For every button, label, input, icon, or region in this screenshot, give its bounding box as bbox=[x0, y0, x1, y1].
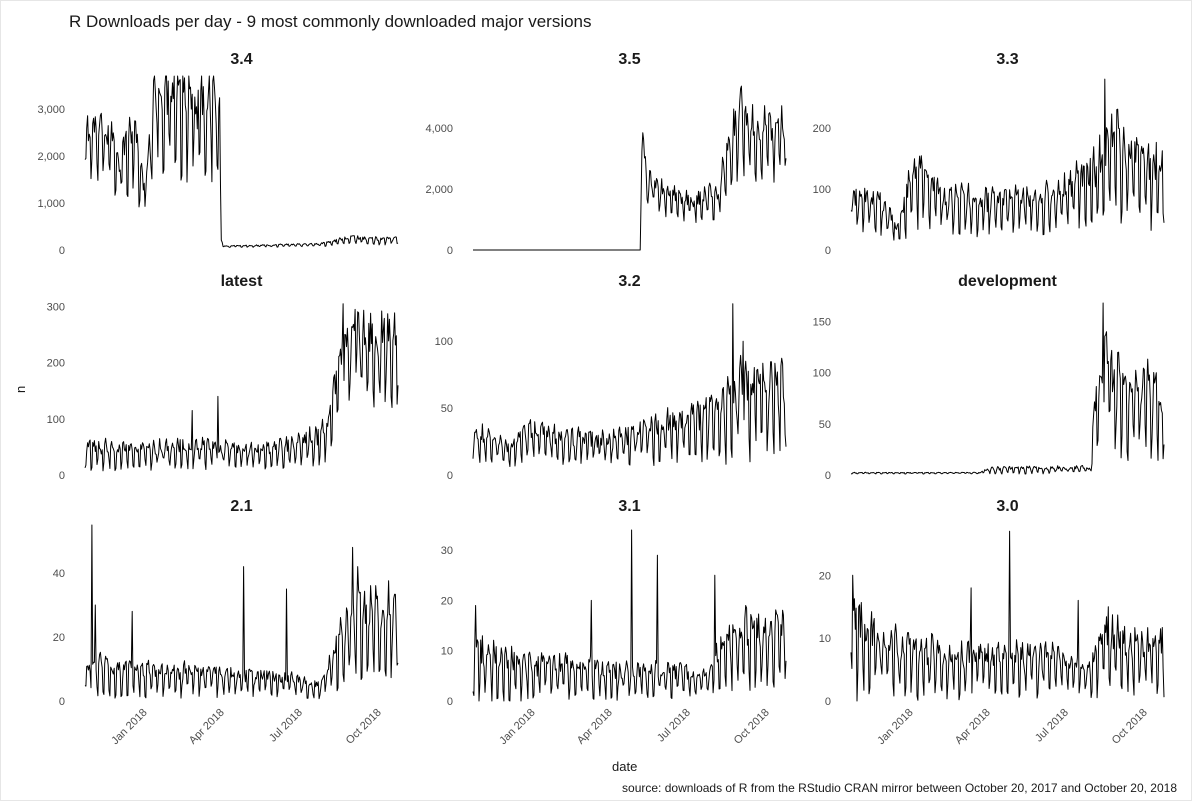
series-line bbox=[472, 529, 787, 702]
y-tick-label: 50 bbox=[441, 403, 453, 415]
x-tick-label: Jul 2018 bbox=[1033, 707, 1071, 745]
x-tick-label: Jan 2018 bbox=[875, 707, 915, 747]
y-tick-label: 200 bbox=[813, 123, 831, 135]
facet-panel-3-4: 3.4 0 1,000 2,000 3,000 bbox=[37, 51, 399, 257]
y-tick-label: 0 bbox=[59, 470, 65, 482]
y-tick-label: 10 bbox=[441, 646, 453, 658]
series-line bbox=[850, 302, 1165, 475]
series-line bbox=[473, 85, 787, 251]
y-tick-label: 30 bbox=[441, 545, 453, 557]
y-tick-label: 0 bbox=[825, 696, 831, 708]
series-line bbox=[84, 524, 399, 700]
y-tick-label: 3,000 bbox=[37, 104, 65, 116]
y-tick-label: 100 bbox=[47, 414, 65, 426]
facet-panel-3-5: 3.5 0 2,000 4,000 bbox=[425, 51, 787, 257]
y-tick-label: 4,000 bbox=[425, 123, 453, 135]
x-tick-label: Oct 2018 bbox=[1110, 707, 1150, 747]
facet-title: 3.4 bbox=[230, 51, 252, 68]
y-tick-label: 0 bbox=[59, 245, 65, 257]
series-line bbox=[472, 303, 787, 467]
y-tick-label: 0 bbox=[825, 245, 831, 257]
chart-caption: source: downloads of R from the RStudio … bbox=[622, 781, 1177, 795]
x-tick-label: Jul 2018 bbox=[267, 707, 305, 745]
series-line bbox=[84, 303, 399, 472]
chart-title: R Downloads per day - 9 most commonly do… bbox=[69, 12, 592, 31]
facet-title: development bbox=[958, 273, 1057, 290]
facet-title: 3.2 bbox=[618, 273, 640, 290]
y-tick-label: 20 bbox=[441, 595, 453, 607]
y-tick-label: 0 bbox=[447, 245, 453, 257]
series-line bbox=[850, 530, 1165, 702]
facet-title: 3.5 bbox=[618, 51, 640, 68]
x-tick-label: Jan 2018 bbox=[497, 707, 537, 747]
facet-panel-latest: latest 0 100 200 300 bbox=[47, 273, 399, 482]
facet-title: 3.3 bbox=[996, 51, 1018, 68]
x-axis-label: date bbox=[612, 759, 638, 774]
y-tick-label: 100 bbox=[813, 184, 831, 196]
facet-panel-3-1: 3.1 0 10 20 30 Jan 2018 Apr 2018 Jul 2018 Oct 20… bbox=[441, 498, 787, 747]
y-tick-label: 0 bbox=[59, 696, 65, 708]
y-tick-label: 300 bbox=[47, 302, 65, 314]
y-tick-label: 1,000 bbox=[37, 198, 65, 210]
x-tick-label: Oct 2018 bbox=[732, 707, 772, 747]
facet-title: latest bbox=[221, 273, 263, 290]
y-tick-label: 10 bbox=[819, 633, 831, 645]
y-tick-label: 200 bbox=[47, 358, 65, 370]
facet-title: 3.1 bbox=[618, 498, 640, 515]
y-tick-label: 100 bbox=[435, 336, 453, 348]
y-tick-label: 100 bbox=[813, 368, 831, 380]
x-tick-label: Apr 2018 bbox=[953, 707, 993, 747]
y-tick-label: 0 bbox=[447, 470, 453, 482]
facet-title: 3.0 bbox=[996, 498, 1018, 515]
facet-panel-3-2: 3.2 0 50 100 bbox=[435, 273, 787, 482]
facet-title: 2.1 bbox=[230, 498, 252, 515]
y-tick-label: 0 bbox=[825, 470, 831, 482]
x-tick-label: Apr 2018 bbox=[575, 707, 615, 747]
y-tick-label: 50 bbox=[819, 419, 831, 431]
facet-panel-3-3: 3.3 0 100 200 bbox=[813, 51, 1165, 257]
y-tick-label: 2,000 bbox=[37, 151, 65, 163]
y-tick-label: 20 bbox=[819, 570, 831, 582]
series-line bbox=[850, 78, 1165, 241]
x-tick-label: Oct 2018 bbox=[344, 707, 384, 747]
series-line bbox=[84, 75, 399, 248]
y-tick-label: 2,000 bbox=[425, 184, 453, 196]
y-tick-label: 150 bbox=[813, 316, 831, 328]
y-tick-label: 40 bbox=[53, 568, 65, 580]
facet-panel-2-1: 2.1 0 20 40 Jan 2018 Apr 2018 Jul 2018 Oct 2018 bbox=[53, 498, 399, 747]
facet-panel-development: development 0 50 100 150 bbox=[813, 273, 1165, 482]
x-tick-label: Jul 2018 bbox=[655, 707, 693, 745]
x-tick-label: Apr 2018 bbox=[187, 707, 227, 747]
facet-panel-3-0: 3.0 0 10 20 Jan 2018 Apr 2018 Jul 2018 Oct 2018 bbox=[819, 498, 1165, 747]
y-tick-label: 20 bbox=[53, 632, 65, 644]
y-tick-label: 0 bbox=[447, 696, 453, 708]
x-tick-label: Jan 2018 bbox=[109, 707, 149, 747]
